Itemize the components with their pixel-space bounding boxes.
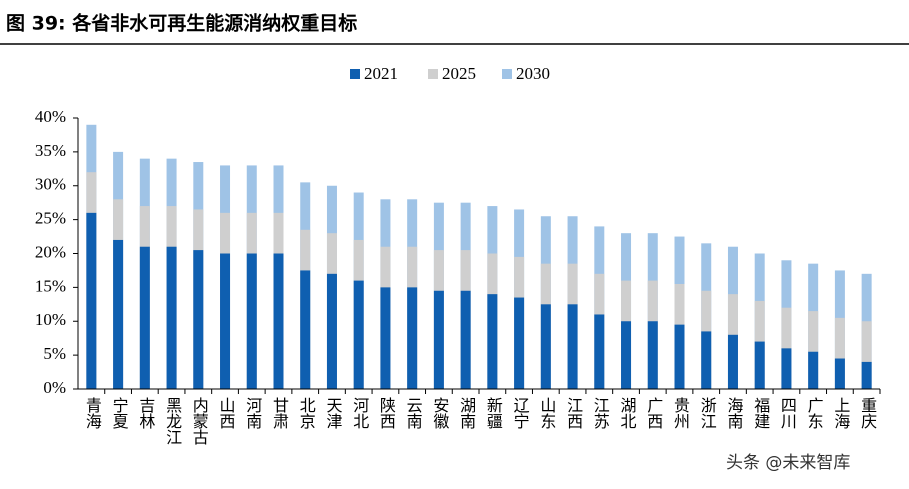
x-tick-label: 湖北	[618, 397, 637, 429]
x-tick-label: 广西	[644, 397, 663, 429]
bar	[166, 246, 177, 389]
bar	[407, 287, 418, 389]
bar	[273, 253, 284, 389]
bar	[754, 341, 765, 389]
bar	[861, 361, 872, 389]
x-tick-label: 湖南	[457, 397, 476, 429]
x-tick-label: 宁夏	[110, 397, 129, 429]
x-tick-label: 新疆	[484, 397, 503, 429]
bar	[834, 317, 845, 389]
x-tick-label: 内蒙古	[190, 397, 209, 445]
x-tick-label: 黑龙江	[163, 397, 182, 445]
chart-title: 图 39: 各省非水可再生能源消纳权重目标	[6, 12, 357, 35]
legend-label: 2030	[516, 64, 550, 83]
legend-label: 2021	[364, 64, 398, 83]
bar	[701, 331, 712, 389]
x-tick-label: 北京	[297, 397, 316, 430]
bar	[567, 304, 578, 389]
bar	[834, 358, 845, 389]
bar	[246, 253, 257, 389]
x-tick-label: 福建	[751, 397, 770, 429]
bar	[861, 321, 872, 389]
x-tick-label: 四川	[778, 397, 797, 429]
x-tick-label: 广东	[805, 397, 824, 429]
x-tick-label: 河北	[350, 397, 369, 429]
bar	[514, 297, 525, 389]
bar	[300, 270, 311, 389]
bar	[353, 280, 364, 389]
y-tick-label: 15%	[35, 276, 66, 295]
x-tick-label: 甘肃	[270, 397, 289, 429]
bar	[674, 324, 685, 389]
x-tick-label: 安徽	[430, 397, 449, 429]
x-tick-label: 海南	[724, 397, 743, 429]
y-tick-label: 0%	[43, 378, 66, 397]
x-tick-label: 天津	[323, 397, 342, 429]
x-tick-label: 河南	[243, 397, 262, 429]
x-tick-label: 江西	[564, 397, 583, 429]
bar	[621, 321, 632, 389]
bar	[139, 246, 150, 389]
x-tick-label: 云南	[404, 397, 423, 429]
bar	[220, 253, 231, 389]
x-tick-label: 浙江	[698, 397, 717, 429]
bar	[193, 250, 204, 389]
legend-label: 2025	[442, 64, 476, 83]
y-tick-label: 35%	[35, 141, 66, 160]
x-tick-label: 上海	[831, 397, 850, 429]
watermark: 头条 @未来智库	[726, 453, 850, 473]
bar	[460, 290, 471, 389]
bar	[113, 239, 124, 389]
bar	[86, 212, 97, 389]
bar	[540, 304, 551, 389]
y-tick-label: 5%	[43, 344, 66, 363]
x-tick-label: 贵州	[671, 397, 690, 429]
legend-swatch	[428, 69, 438, 79]
bar	[808, 311, 819, 389]
x-tick-label: 吉林	[136, 397, 155, 429]
bar	[487, 294, 498, 389]
y-tick-label: 40%	[35, 107, 66, 126]
bar	[380, 287, 391, 389]
bar	[594, 314, 605, 389]
bar	[808, 351, 819, 389]
x-tick-label: 重庆	[858, 397, 877, 429]
legend-swatch	[350, 69, 360, 79]
legend-swatch	[502, 69, 512, 79]
bar	[781, 348, 792, 389]
bar	[326, 273, 337, 389]
x-tick-label: 辽宁	[511, 397, 530, 429]
y-tick-label: 20%	[35, 242, 66, 261]
y-tick-label: 25%	[35, 209, 66, 228]
x-tick-label: 青海	[83, 397, 102, 429]
x-tick-label: 江苏	[591, 397, 610, 430]
y-tick-label: 30%	[35, 175, 66, 194]
y-tick-label: 10%	[35, 310, 66, 329]
x-tick-label: 山西	[217, 397, 236, 429]
bar	[727, 334, 738, 389]
bar	[433, 290, 444, 389]
x-tick-label: 山东	[537, 397, 555, 429]
bar	[647, 321, 658, 389]
x-tick-label: 陕西	[377, 397, 396, 429]
